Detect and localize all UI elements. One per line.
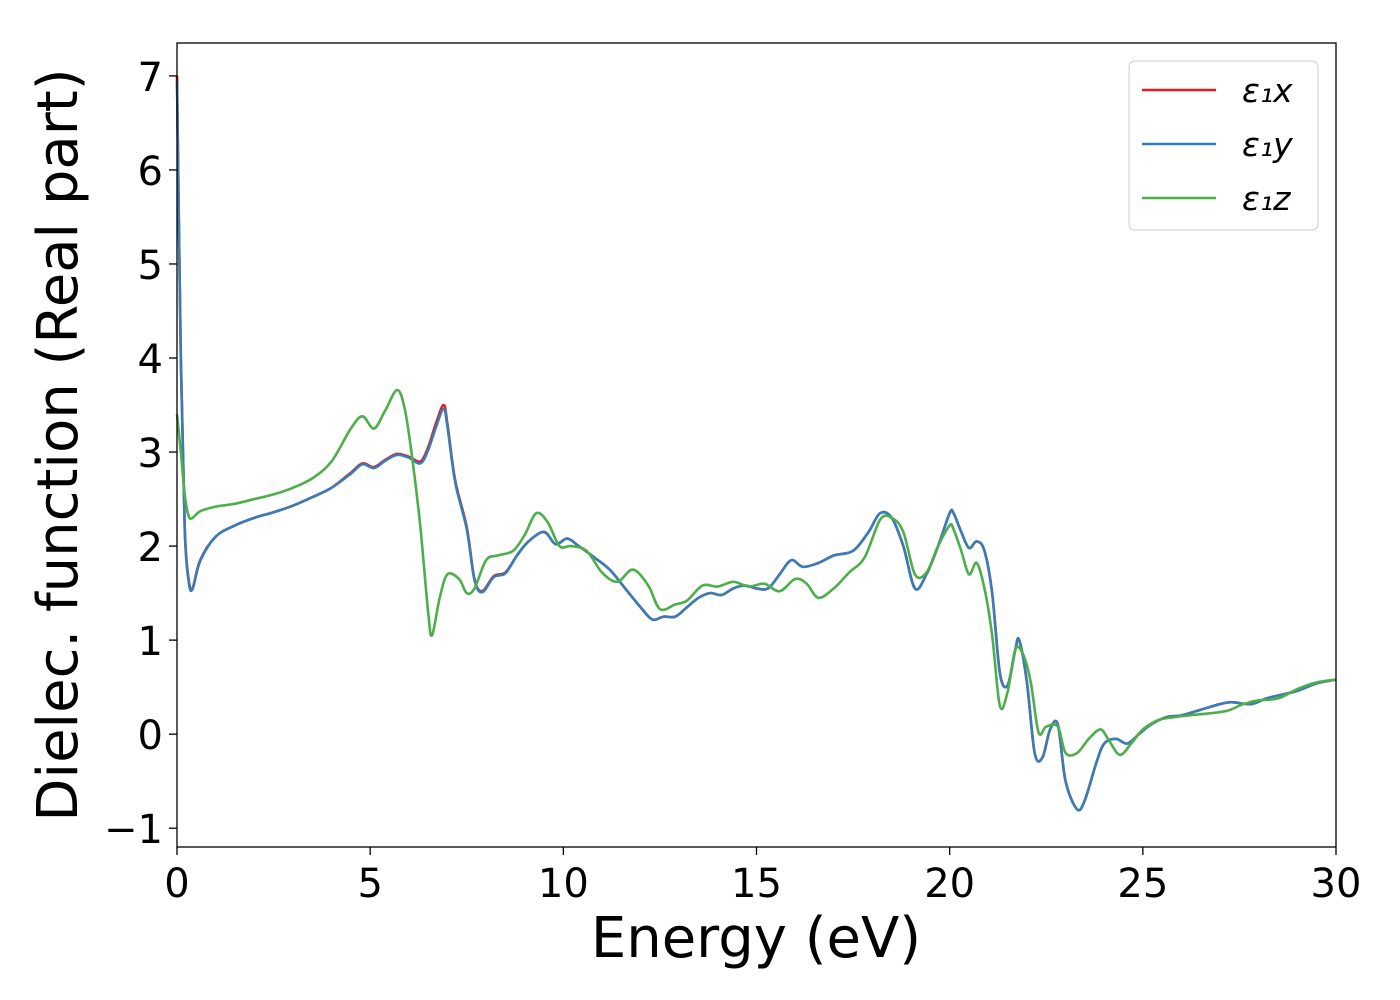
- y-tick-label: 1: [138, 619, 163, 665]
- legend-label-3: ε₁z: [1242, 179, 1291, 218]
- x-tick-label: 5: [357, 861, 382, 907]
- y-tick-label: 3: [138, 431, 163, 477]
- x-tick-label: 25: [1117, 861, 1168, 907]
- y-axis-ticks: −1 0 1 2 3 4 5 6 7: [104, 55, 177, 853]
- series-line-3: [175, 388, 1337, 757]
- legend-label-1: ε₁x: [1242, 71, 1293, 110]
- y-tick-label: 4: [138, 337, 163, 383]
- y-axis-title: Dielec. function (Real part): [26, 68, 91, 821]
- x-axis-title: Energy (eV): [591, 906, 921, 971]
- legend-box: [1128, 60, 1319, 231]
- y-tick-label: −1: [104, 807, 163, 853]
- legend: ε₁x ε₁y ε₁z: [1128, 60, 1319, 231]
- legend-label-2: ε₁y: [1242, 125, 1293, 164]
- x-tick-label: 20: [924, 861, 975, 907]
- y-tick-label: 6: [138, 149, 163, 195]
- series-layer: [175, 75, 1337, 812]
- y-tick-label: 7: [138, 55, 163, 101]
- y-tick-label: 5: [138, 243, 163, 289]
- x-axis-ticks: 0 5 10 15 20 25 30: [164, 847, 1361, 907]
- x-tick-label: 15: [731, 861, 782, 907]
- x-tick-label: 0: [164, 861, 189, 907]
- series-line-2: [175, 80, 1337, 812]
- y-tick-label: 0: [138, 713, 163, 759]
- y-tick-label: 2: [138, 525, 163, 571]
- x-tick-label: 10: [538, 861, 589, 907]
- x-tick-label: 30: [1311, 861, 1362, 907]
